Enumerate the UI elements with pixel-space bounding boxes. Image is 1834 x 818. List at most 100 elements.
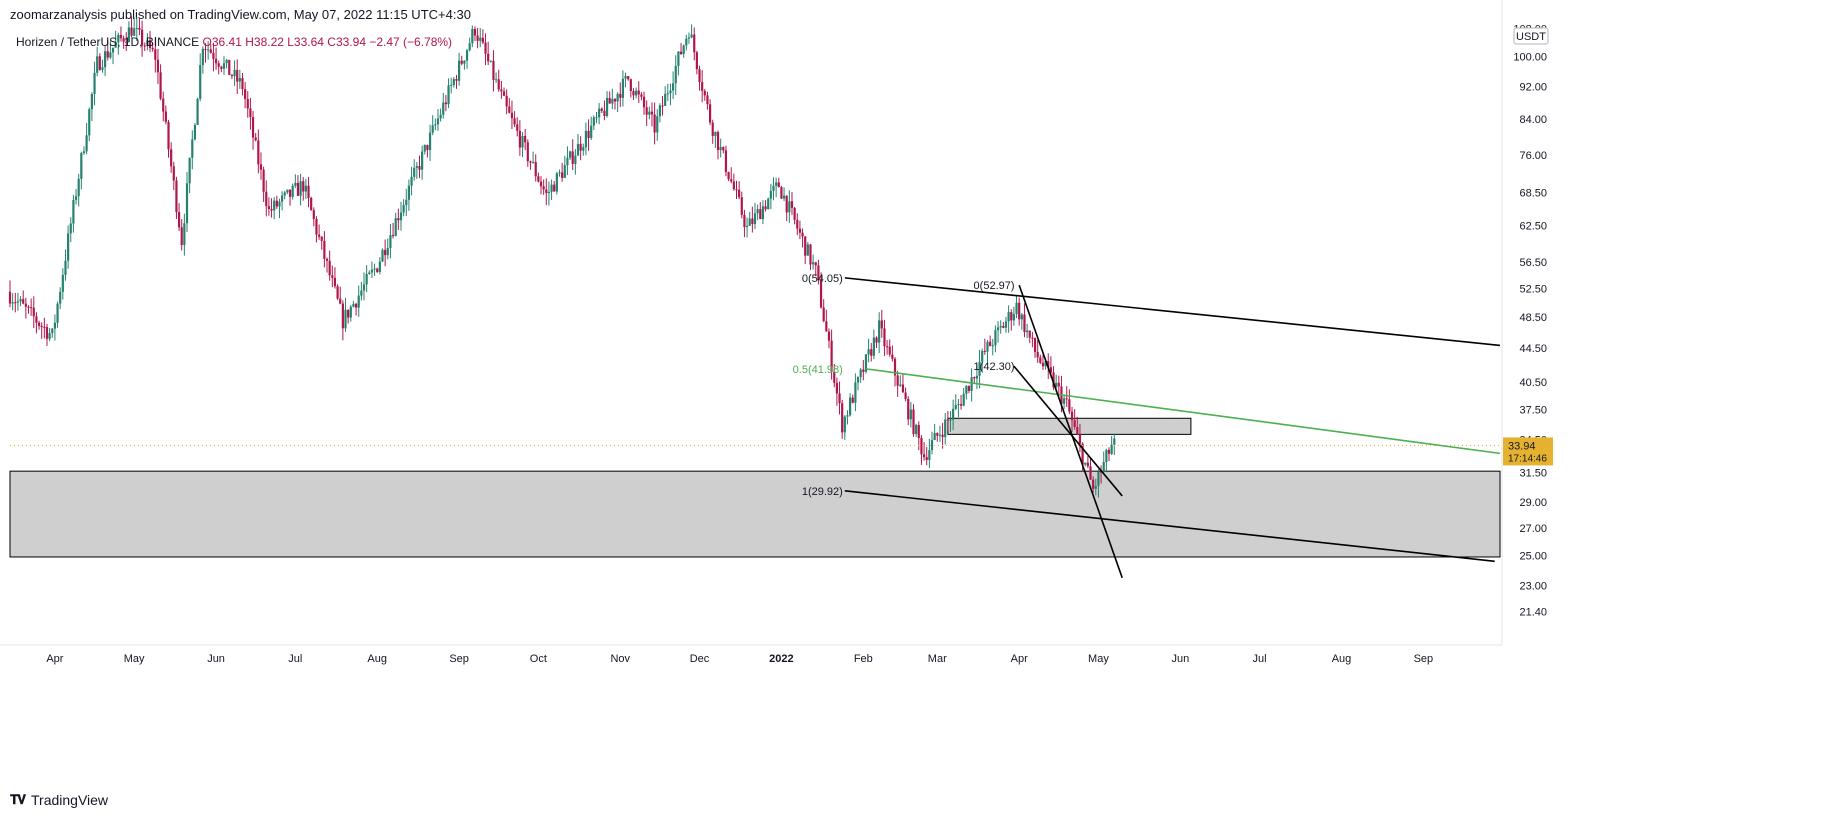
candle-body <box>830 340 833 372</box>
candle-body <box>925 457 928 460</box>
candle-body <box>381 249 384 262</box>
candle-body <box>222 63 226 69</box>
price-tick-label: 25.00 <box>1519 551 1547 563</box>
candle-body <box>909 409 912 420</box>
candle-body <box>1049 367 1052 373</box>
candle-body <box>111 47 115 53</box>
candle-body <box>719 147 722 151</box>
price-tick-label: 40.50 <box>1519 377 1547 389</box>
candle-body <box>402 204 405 213</box>
candle-body <box>291 185 294 197</box>
candle-body <box>1023 314 1026 333</box>
candle-body <box>928 450 931 460</box>
candle-body <box>302 181 305 192</box>
candle-body <box>497 79 500 90</box>
candle-body <box>732 181 735 190</box>
candle-body <box>656 116 659 133</box>
candle-body <box>944 419 947 438</box>
candle-body <box>817 265 820 281</box>
candle-body <box>708 104 712 123</box>
symbol-legend: Horizen / TetherUS, 1D, BINANCE O36.41 H… <box>16 35 452 49</box>
candle-body <box>508 106 511 113</box>
time-tick-label: Aug <box>1332 653 1352 665</box>
candle-body <box>518 130 521 148</box>
tradingview-footer[interactable]: 𝐓𝐕 TradingView <box>10 792 108 808</box>
candle-body <box>637 90 640 95</box>
candle-body <box>624 76 627 79</box>
candle-body <box>162 98 165 112</box>
symbol-name: Horizen / TetherUS, 1D, BINANCE <box>16 35 200 49</box>
candle-body <box>959 404 963 406</box>
candle-body <box>856 377 860 383</box>
candle-body <box>893 358 897 376</box>
candle-body <box>793 207 796 220</box>
fib-label: 0(54.05) <box>802 273 843 285</box>
candle-body <box>1047 360 1050 368</box>
candle-body <box>790 201 794 208</box>
candle-body <box>370 269 374 273</box>
candles-layer <box>8 16 1116 498</box>
candle-body <box>64 260 67 275</box>
candle-body <box>447 85 450 105</box>
candle-body <box>849 397 852 416</box>
candle-body <box>558 172 561 174</box>
candle-body <box>415 166 418 168</box>
candle-body <box>819 280 823 308</box>
candle-body <box>500 89 503 92</box>
candle-body <box>217 63 220 67</box>
candle-body <box>177 212 181 228</box>
candle-body <box>809 244 812 265</box>
candle-body <box>553 184 556 192</box>
candle-body <box>595 117 598 119</box>
candle-body <box>323 240 326 259</box>
time-tick-label: May <box>124 653 145 665</box>
price-tick-label: 37.50 <box>1519 405 1547 417</box>
candle-body <box>888 346 891 355</box>
candle-body <box>878 320 881 343</box>
candle-body <box>1094 485 1097 489</box>
candle-body <box>233 69 236 77</box>
price-badge-countdown: 17:14:46 <box>1508 453 1547 464</box>
candle-body <box>93 72 96 94</box>
candle-body <box>249 108 252 118</box>
candle-body <box>114 42 117 48</box>
candle-body <box>352 303 355 307</box>
candle-body <box>600 108 603 111</box>
price-axis: 21.4023.0025.0027.0029.0031.5034.5037.50… <box>1501 0 1553 645</box>
candle-body <box>24 303 27 307</box>
candle-body <box>336 286 339 299</box>
candle-body <box>798 228 802 233</box>
candle-body <box>701 82 704 91</box>
candle-body <box>209 49 212 53</box>
candle-body <box>320 236 323 241</box>
candle-body <box>806 244 809 256</box>
drawings-layer: 0(54.05) 0.5(41.98) 1(29.92) 0(52.97) 1(42.3… <box>10 273 1501 579</box>
candle-body <box>69 223 72 234</box>
candle-body <box>579 143 582 151</box>
candle-body <box>1012 314 1016 321</box>
candle-body <box>450 84 453 86</box>
candle-body <box>1033 338 1037 352</box>
candle-body <box>191 139 194 158</box>
candle-body <box>354 303 358 308</box>
candle-body <box>151 47 154 50</box>
candle-body <box>1070 411 1074 421</box>
candle-body <box>489 60 492 62</box>
candle-body <box>238 78 241 82</box>
candle-body <box>769 190 772 199</box>
candle-body <box>653 114 656 133</box>
time-tick-label: Jun <box>1171 653 1189 665</box>
candle-body <box>88 109 91 136</box>
candle-body <box>885 346 889 348</box>
candle-body <box>119 34 123 39</box>
candle-body <box>22 299 25 304</box>
candle-body <box>471 28 474 44</box>
candle-body <box>11 302 14 304</box>
candle-body <box>685 38 688 46</box>
candle-body <box>1065 398 1068 400</box>
candle-body <box>901 384 905 393</box>
candle-body <box>1097 471 1100 486</box>
candle-body <box>690 34 693 38</box>
candle-body <box>872 337 875 356</box>
